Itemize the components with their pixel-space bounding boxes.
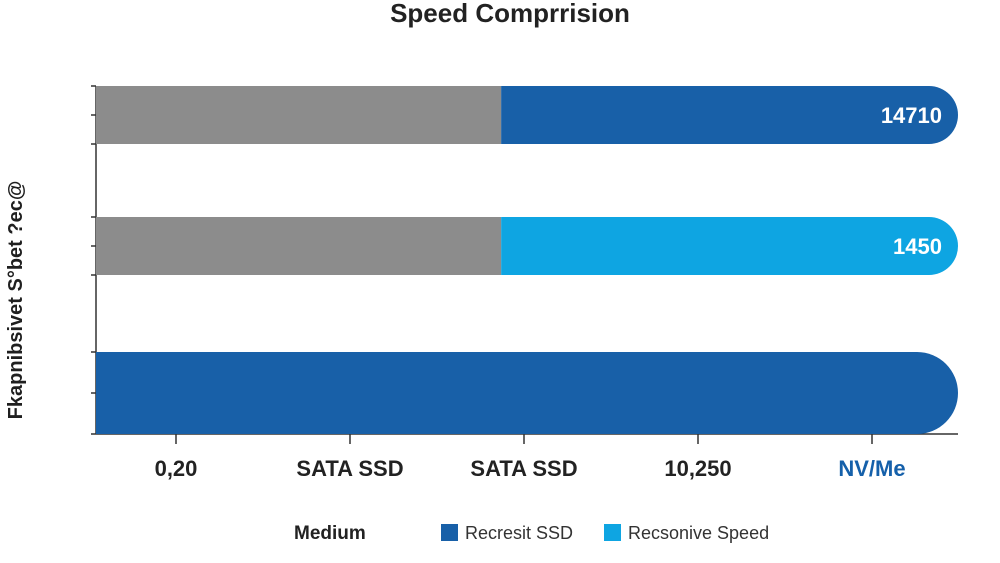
x-tick-label-3: SATA SSD (470, 456, 577, 481)
chart-title: Speed Comprrision (390, 0, 630, 28)
legend-label-2: Recsonive Speed (628, 523, 769, 543)
legend-swatch-1 (441, 524, 458, 541)
x-tick-label-4: 10,250 (664, 456, 731, 481)
bar-row-1-segment-2 (501, 86, 958, 144)
legend-label-1: Recresit SSD (465, 523, 573, 543)
legend-title: Medium (294, 523, 366, 544)
bar-row-2-segment-2 (501, 217, 958, 275)
legend: Medium Recresit SSD Recsonive Speed (294, 523, 769, 544)
x-tick-label-5: NV/Me (838, 456, 905, 481)
bar-label-row-2: 1450 (893, 234, 942, 259)
x-ticks-group: 0,20 SATA SSD SATA SSD 10,250 NV/Me (155, 434, 906, 481)
bar-row-3-segment-1 (96, 352, 958, 434)
x-tick-label-2: SATA SSD (296, 456, 403, 481)
legend-swatch-2 (604, 524, 621, 541)
bar-label-row-1: 14710 (881, 103, 942, 128)
x-tick-label-1: 0,20 (155, 456, 198, 481)
bar-row-2-segment-1 (96, 217, 502, 275)
bar-row-1-segment-1 (96, 86, 502, 144)
y-axis-label: Fkapnibsivet S°bet ?ec@ (5, 181, 27, 420)
bars-group: 14710 1450 (91, 85, 958, 435)
